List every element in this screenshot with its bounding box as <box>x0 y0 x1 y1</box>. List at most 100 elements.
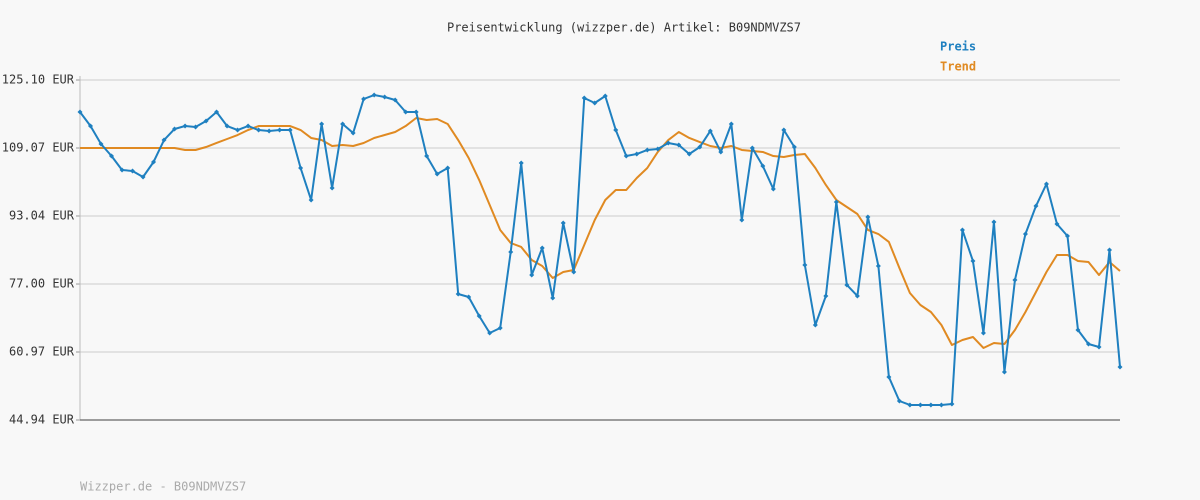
data-point <box>854 293 860 299</box>
data-point <box>949 401 955 407</box>
data-point <box>665 140 671 146</box>
data-point <box>392 97 398 103</box>
data-point <box>613 127 619 133</box>
data-point <box>445 165 451 171</box>
source-label: Wizzper.de - B09NDMVZS7 <box>80 480 246 494</box>
data-point <box>592 100 598 106</box>
data-point <box>340 121 346 127</box>
data-point <box>109 153 115 159</box>
data-point <box>707 128 713 134</box>
data-point <box>434 171 440 177</box>
data-point <box>875 263 881 269</box>
data-point <box>1117 364 1123 370</box>
data-point <box>896 398 902 404</box>
data-point <box>529 272 535 278</box>
y-tick-label: 125.10 EUR <box>2 73 75 87</box>
data-point <box>413 109 419 115</box>
data-point <box>140 174 146 180</box>
data-point <box>812 322 818 328</box>
data-point <box>539 245 545 251</box>
data-point <box>560 220 566 226</box>
data-point <box>602 93 608 99</box>
data-point <box>634 151 640 157</box>
data-point <box>1096 344 1102 350</box>
data-point <box>1012 277 1018 283</box>
data-point <box>361 96 367 102</box>
data-point <box>550 295 556 301</box>
y-tick-label: 109.07 EUR <box>2 140 75 154</box>
data-point <box>235 127 241 133</box>
data-point <box>1001 369 1007 375</box>
data-point <box>308 197 314 203</box>
data-point <box>518 160 524 166</box>
data-point <box>1064 233 1070 239</box>
data-point <box>382 94 388 100</box>
data-point <box>959 227 965 233</box>
data-point <box>182 123 188 129</box>
data-point <box>760 163 766 169</box>
data-point <box>161 137 167 143</box>
data-point <box>1022 231 1028 237</box>
data-point <box>77 109 83 115</box>
data-point <box>749 145 755 151</box>
data-point <box>172 126 178 132</box>
data-point <box>329 185 335 191</box>
data-point <box>497 325 503 331</box>
data-point <box>791 144 797 150</box>
data-point <box>476 313 482 319</box>
data-point <box>508 249 514 255</box>
data-point <box>119 167 125 173</box>
data-point <box>1054 221 1060 227</box>
data-point <box>245 123 251 129</box>
data-point <box>371 92 377 98</box>
y-tick-label: 60.97 EUR <box>9 345 75 359</box>
data-point <box>770 186 776 192</box>
data-point <box>1085 341 1091 347</box>
data-point <box>256 127 262 133</box>
data-point <box>865 214 871 220</box>
data-point <box>802 262 808 268</box>
data-point <box>193 124 199 130</box>
data-point <box>350 130 356 136</box>
data-point <box>487 330 493 336</box>
data-point <box>644 147 650 153</box>
data-point <box>1033 203 1039 209</box>
data-point <box>928 402 934 408</box>
data-point <box>581 95 587 101</box>
data-point <box>728 121 734 127</box>
data-point <box>823 293 829 299</box>
data-point <box>130 168 136 174</box>
y-tick-label: 44.94 EUR <box>9 413 75 427</box>
data-point <box>833 199 839 205</box>
data-point <box>938 402 944 408</box>
chart-title: Preisentwicklung (wizzper.de) Artikel: B… <box>447 21 801 35</box>
data-point <box>88 123 94 129</box>
data-point <box>886 374 892 380</box>
data-point <box>1075 327 1081 333</box>
data-point <box>686 151 692 157</box>
legend-label: Trend <box>940 60 976 74</box>
y-tick-label: 93.04 EUR <box>9 208 75 222</box>
data-point <box>466 294 472 300</box>
data-point <box>980 330 986 336</box>
data-point <box>403 109 409 115</box>
data-point <box>266 128 272 134</box>
legend-label: Preis <box>940 40 976 54</box>
data-point <box>224 123 230 129</box>
data-point <box>907 402 913 408</box>
data-point <box>1043 181 1049 187</box>
data-point <box>718 149 724 155</box>
series-line <box>79 94 1121 406</box>
data-point <box>203 118 209 124</box>
data-point <box>151 159 157 165</box>
data-point <box>287 127 293 133</box>
data-point <box>844 282 850 288</box>
data-point <box>970 258 976 264</box>
data-point <box>98 141 104 147</box>
data-point <box>1106 247 1112 253</box>
data-point <box>623 153 629 159</box>
data-point <box>455 291 461 297</box>
data-point <box>298 165 304 171</box>
data-point <box>277 127 283 133</box>
